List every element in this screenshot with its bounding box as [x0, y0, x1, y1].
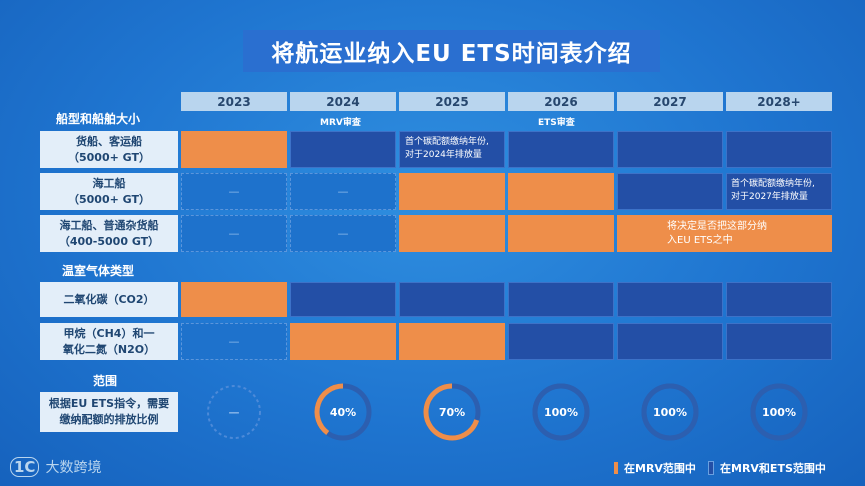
legend-mrv-ets: 在MRV和ETS范围中	[708, 460, 826, 476]
year-header-2028: 2028+	[726, 92, 832, 111]
ring-value: —	[229, 406, 240, 419]
legend-mrv-label: 在MRV范围中	[624, 462, 696, 475]
scope-ring-2024: 40%	[314, 383, 372, 441]
ring-value: 70%	[439, 406, 465, 419]
year-header-2026: 2026	[508, 92, 614, 111]
row-label-line1: 海工船、普通杂货船	[59, 218, 159, 232]
ring-value: 40%	[330, 406, 356, 419]
section-scope: 范围	[93, 374, 118, 388]
scope-ring-2028: 100%	[750, 383, 808, 441]
row-label-line1: 根据EU ETS指令，需要	[48, 397, 170, 410]
year-header-2023: 2023	[181, 92, 287, 111]
page-title: 将航运业纳入EU ETS时间表介绍	[243, 30, 660, 72]
year-header-2027: 2027	[617, 92, 723, 111]
row-label-line2: （400-5000 GT）	[58, 234, 160, 248]
cell-r2-2025	[399, 173, 505, 210]
cell-r3-2024: —	[290, 215, 396, 252]
row-label-line1: 二氧化碳（CO2）	[63, 292, 155, 306]
ring-arc	[532, 383, 590, 441]
ring-arc	[314, 383, 344, 436]
scope-ring-2025: 70%	[423, 383, 481, 441]
section-gas-type: 温室气体类型	[62, 264, 135, 278]
logo-mark: 1C	[10, 457, 40, 477]
legend-orange-swatch	[614, 462, 618, 474]
cell-note-line1: 首个碳配额缴纳年份,	[731, 179, 815, 189]
cell-r2-2027	[617, 173, 723, 210]
ring-track	[207, 385, 261, 439]
cell-note-line1: 将决定是否把这部分纳	[667, 221, 767, 232]
cell-note-line2: 对于2027年排放量	[731, 192, 808, 202]
cell-r4-2028	[726, 282, 832, 317]
ring-arc	[750, 383, 808, 441]
ring-arc	[423, 383, 480, 441]
cell-r2-2028: 首个碳配额缴纳年份, 对于2027年排放量	[726, 173, 832, 210]
year-header-2024: 2024	[290, 92, 396, 111]
row-label-line2: （5000+ GT）	[67, 150, 150, 164]
cell-r3-2026	[508, 215, 614, 252]
row-label-line1: 甲烷（CH4）和一	[63, 326, 155, 340]
cell-r5-2028	[726, 323, 832, 360]
cell-r5-2023: —	[181, 323, 287, 360]
cell-r1-2023	[181, 131, 287, 168]
brand-logo: 1C 大数跨境	[10, 457, 101, 477]
cell-r1-2025: 首个碳配额缴纳年份, 对于2024年排放量	[399, 131, 505, 168]
row-label-ch4-n2o: 甲烷（CH4）和一 氧化二氮（N2O）	[40, 323, 178, 360]
cell-r2-2024: —	[290, 173, 396, 210]
cell-r2-2026	[508, 173, 614, 210]
year-header-2025: 2025	[399, 92, 505, 111]
empty-dash: —	[337, 227, 349, 240]
empty-dash: —	[228, 227, 240, 240]
cell-r4-2025	[399, 282, 505, 317]
empty-dash: —	[228, 185, 240, 198]
empty-dash: —	[228, 335, 240, 348]
cell-r3-2023: —	[181, 215, 287, 252]
ets-review-note: ETS审查	[538, 118, 575, 128]
cell-note-line2: 对于2024年排放量	[405, 150, 482, 160]
cell-r1-2026	[508, 131, 614, 168]
cell-r1-2024	[290, 131, 396, 168]
legend-mrv-ets-label: 在MRV和ETS范围中	[720, 462, 826, 475]
cell-note-line2: 入EU ETS之中	[667, 235, 733, 246]
scope-ring-2026: 100%	[532, 383, 590, 441]
scope-ring-2027: 100%	[641, 383, 699, 441]
row-label-line2: 缴纳配额的排放比例	[59, 413, 159, 426]
mrv-review-note: MRV审查	[320, 118, 361, 128]
cell-r4-2026	[508, 282, 614, 317]
cell-r5-2026	[508, 323, 614, 360]
row-label-scope: 根据EU ETS指令，需要 缴纳配额的排放比例	[40, 392, 178, 432]
row-label-offshore-large: 海工船 （5000+ GT）	[40, 173, 178, 210]
cell-r3-2027-2028: 将决定是否把这部分纳 入EU ETS之中	[617, 215, 832, 252]
ring-value: 100%	[762, 406, 796, 419]
empty-dash: —	[337, 185, 349, 198]
ring-arc	[641, 383, 699, 441]
ring-value: 100%	[653, 406, 687, 419]
row-label-co2: 二氧化碳（CO2）	[40, 282, 178, 317]
row-label-offshore-general-cargo: 海工船、普通杂货船 （400-5000 GT）	[40, 215, 178, 252]
scope-ring-2023: —	[207, 385, 261, 439]
cell-r4-2023	[181, 282, 287, 317]
legend-blue-swatch	[708, 461, 714, 475]
ring-value: 100%	[544, 406, 578, 419]
cell-r5-2024	[290, 323, 396, 360]
row-label-line1: 货船、客运船	[76, 134, 142, 148]
row-label-line2: （5000+ GT）	[67, 192, 150, 206]
row-label-cargo-passenger: 货船、客运船 （5000+ GT）	[40, 131, 178, 168]
section-ship-type: 船型和船舶大小	[56, 112, 141, 126]
cell-r2-2023: —	[181, 173, 287, 210]
logo-name: 大数跨境	[45, 460, 102, 476]
row-label-line1: 海工船	[92, 176, 126, 190]
row-label-line2: 氧化二氮（N2O）	[62, 342, 156, 356]
cell-r4-2024	[290, 282, 396, 317]
cell-r3-2025	[399, 215, 505, 252]
cell-r5-2025	[399, 323, 505, 360]
cell-r5-2027	[617, 323, 723, 360]
cell-r4-2027	[617, 282, 723, 317]
cell-note-line1: 首个碳配额缴纳年份,	[405, 137, 489, 147]
cell-r1-2027	[617, 131, 723, 168]
cell-r1-2028	[726, 131, 832, 168]
legend-mrv: 在MRV范围中	[614, 460, 696, 476]
